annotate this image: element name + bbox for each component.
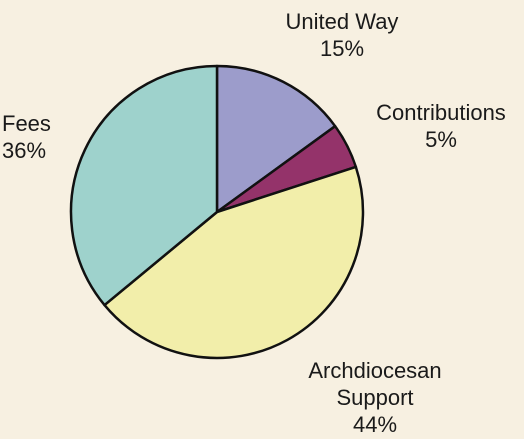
slice-name-united-way: United Way [285, 9, 399, 34]
slice-name-archdiocesan-line1: Archdiocesan [308, 358, 442, 383]
slice-label-contributions: Contributions 5% [358, 99, 524, 153]
slice-name-contributions: Contributions [376, 100, 506, 125]
slice-label-united-way: United Way 15% [262, 8, 422, 62]
slice-percent-fees: 36% [2, 138, 47, 163]
pie-slice-united-way [215, 64, 337, 214]
pie-slice-archdiocesan-support [103, 165, 365, 360]
slice-percent-contributions: 5% [425, 127, 457, 152]
slice-name-archdiocesan-line2: Support [336, 385, 414, 410]
slice-label-fees: Fees 36% [2, 110, 72, 164]
slice-percent-archdiocesan-support: 44% [352, 412, 398, 437]
pie-slice-fees [69, 64, 219, 307]
slice-label-archdiocesan-support: Archdiocesan Support 44% [290, 357, 460, 438]
slice-name-fees: Fees [2, 111, 51, 136]
slice-percent-united-way: 15% [319, 36, 365, 61]
